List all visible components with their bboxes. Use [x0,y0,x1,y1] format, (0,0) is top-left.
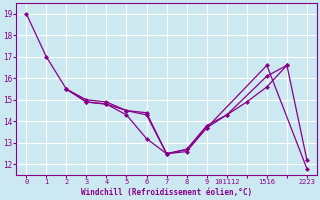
X-axis label: Windchill (Refroidissement éolien,°C): Windchill (Refroidissement éolien,°C) [81,188,252,197]
